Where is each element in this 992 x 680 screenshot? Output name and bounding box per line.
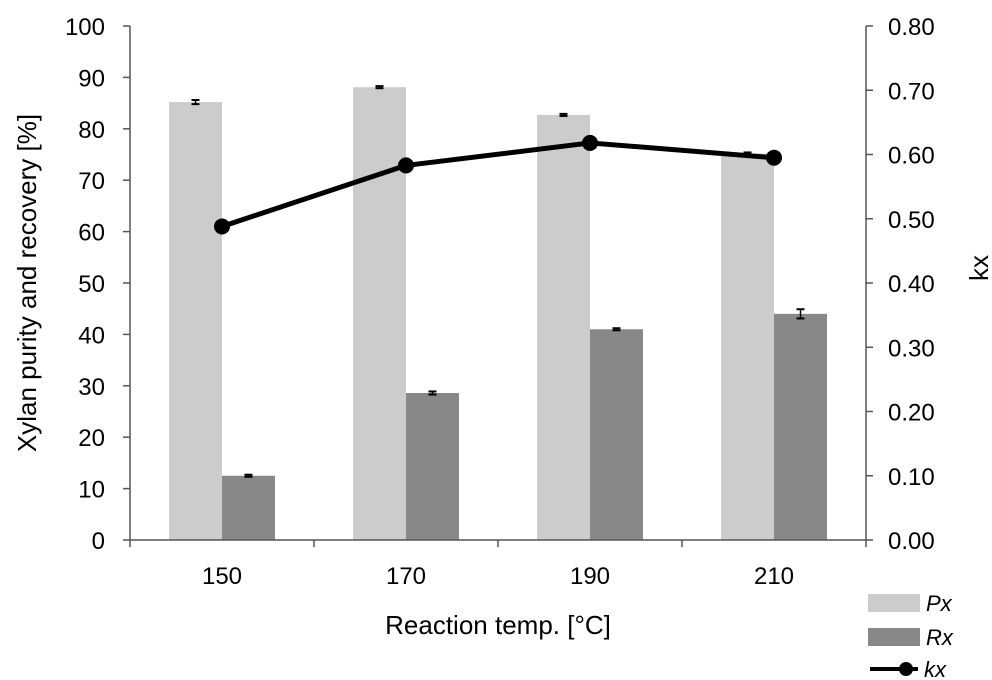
legend-label-px: Px: [926, 591, 953, 616]
x-axis-title: Reaction temp. [°C]: [385, 610, 611, 640]
y2-tick-label: 0.60: [888, 143, 935, 170]
legend: Px Rx kx: [868, 591, 954, 680]
y-tick-label: 20: [78, 425, 105, 452]
y-tick-label: 10: [78, 477, 105, 504]
x-tick-label-170: 170: [386, 563, 426, 590]
y2-tick-label: 0.50: [888, 207, 935, 234]
y-tick-label: 60: [78, 220, 105, 247]
legend-swatch-kx-marker: [899, 662, 913, 676]
kx-point-190: [582, 134, 598, 151]
kx-series-line: [221, 140, 775, 229]
bar-px-210: [721, 153, 774, 541]
y-tick-label: 80: [78, 117, 105, 144]
legend-label-rx: Rx: [926, 625, 954, 650]
bar-px-190: [537, 114, 590, 540]
x-tick-label-190: 190: [570, 563, 610, 590]
y2-tick-label: 0.40: [888, 271, 935, 298]
kx-point-150: [214, 218, 230, 235]
bar-rx-210: [774, 313, 827, 540]
y2-tick-label: 0.70: [888, 78, 935, 105]
bars-layer: [169, 87, 827, 541]
bar-rx-190: [590, 329, 643, 540]
bar-px-170: [353, 87, 406, 540]
kx-line-layer: [214, 134, 782, 235]
legend-swatch-rx: [868, 628, 920, 646]
y2-tick-label: 0.00: [888, 528, 935, 555]
y-tick-label: 0: [92, 528, 105, 555]
y-tick-label: 70: [78, 168, 105, 195]
y2-tick-label: 0.30: [888, 335, 935, 362]
ticks-layer: 0 10 20 30 40 50 60 70 80 90 100 0.00 0.10 0.20 0.30 0.…: [65, 14, 935, 590]
y-tick-label: 100: [65, 14, 105, 41]
y2-axis-title: kx: [964, 255, 992, 281]
legend-swatch-px: [868, 594, 920, 612]
y2-tick-label: 0.80: [888, 14, 935, 41]
y-tick-label: 90: [78, 65, 105, 92]
y2-tick-label: 0.20: [888, 400, 935, 427]
y-tick-label: 30: [78, 374, 105, 401]
error-bars-layer: [191, 85, 805, 478]
x-tick-label-210: 210: [754, 563, 794, 590]
y-tick-label: 50: [78, 271, 105, 298]
bar-rx-150: [222, 475, 275, 540]
y-tick-label: 40: [78, 322, 105, 349]
bar-rx-170: [406, 392, 459, 540]
kx-point-170: [398, 157, 414, 174]
legend-label-kx: kx: [924, 657, 947, 680]
bar-px-150: [169, 102, 222, 541]
y2-tick-label: 0.10: [888, 464, 935, 491]
x-tick-label-150: 150: [202, 563, 242, 590]
kx-point-210: [766, 149, 782, 166]
y-axis-title: Xylan purity and recovery [%]: [12, 114, 42, 452]
